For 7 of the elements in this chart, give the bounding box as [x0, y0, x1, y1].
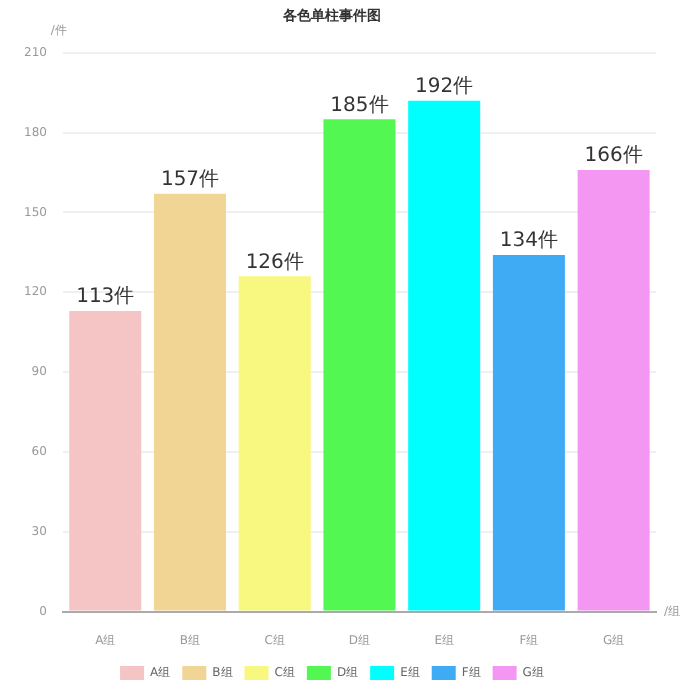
- data-label: 134件: [499, 230, 558, 253]
- data-label: 113件: [76, 286, 135, 309]
- data-label: 157件: [160, 169, 220, 192]
- data-label: 192件: [415, 75, 474, 98]
- data-label: 126件: [245, 251, 304, 274]
- data-label: 185件: [330, 94, 389, 117]
- data-label: 166件: [584, 145, 643, 168]
